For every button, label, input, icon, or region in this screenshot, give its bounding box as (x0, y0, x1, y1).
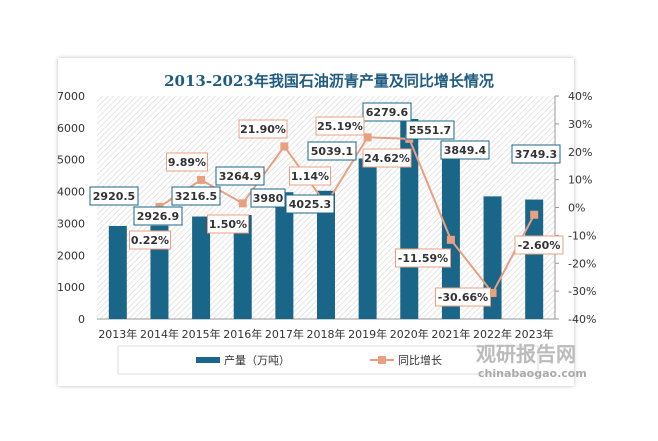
growth-marker (363, 133, 372, 142)
watermark: 观研报告网 chinabaogao.com (476, 338, 587, 380)
legend-line-label: 同比增长 (398, 353, 442, 367)
watermark-url: chinabaogao.com (478, 367, 587, 380)
bar-data-label: 2920.5 (93, 190, 135, 203)
y2-tick-label: 10% (568, 174, 592, 187)
x-tick-label: 2020年 (390, 327, 429, 341)
x-tick-label: 2018年 (307, 327, 346, 341)
bar (441, 142, 460, 319)
bar-data-label: 5551.7 (409, 124, 451, 137)
growth-data-label: 0.22% (131, 234, 169, 247)
bar-data-label-box (511, 144, 561, 164)
x-tick-label: 2019年 (348, 327, 387, 341)
growth-data-label-box (395, 248, 451, 268)
growth-data-label: 24.62% (364, 152, 410, 165)
bar-data-label-box (215, 166, 265, 186)
growth-data-label-box (129, 230, 171, 250)
bar-data-label: 3749.3 (515, 148, 557, 161)
bar-data-label-box (285, 194, 335, 214)
x-tick-label: 2015年 (182, 327, 221, 341)
bar-data-label: 3980 (253, 192, 284, 205)
x-tick-label: 2022年 (473, 327, 512, 341)
bar (275, 192, 294, 319)
bar-data-label-box (250, 188, 286, 208)
bar (233, 214, 252, 319)
x-tick-label: 2017年 (265, 327, 304, 341)
growth-data-label: -2.60% (518, 239, 561, 252)
growth-data-label: 21.90% (240, 123, 286, 136)
growth-marker (488, 288, 497, 297)
y-tick-label: 3000 (57, 217, 85, 230)
growth-data-label-box (362, 148, 412, 168)
legend (117, 345, 539, 375)
bar (400, 118, 419, 319)
y2-tick-label: -20% (568, 257, 596, 270)
y2-tick-label: 40% (568, 90, 592, 103)
chart-title: 2013-2023年我国石油沥青产量及同比增长情况 (164, 72, 494, 90)
bar-data-label-box (89, 186, 139, 206)
y2-tick-label: -40% (568, 313, 596, 326)
growth-marker (238, 199, 247, 208)
x-tick-label: 2014年 (140, 327, 179, 341)
growth-data-label-box (166, 152, 208, 172)
growth-data-label-box (289, 166, 331, 186)
bar-data-label: 3849.4 (444, 144, 487, 157)
growth-line (158, 136, 536, 295)
bar-data-label: 6279.6 (366, 106, 409, 119)
y-tick-label: 6000 (57, 122, 85, 135)
legend-bar-swatch (196, 357, 220, 363)
growth-data-label-box (435, 287, 491, 307)
y2-tick-label: 30% (568, 118, 592, 131)
growth-data-label-box (514, 235, 564, 255)
bar-data-label-box (362, 102, 412, 122)
bar-data-label: 3216.5 (175, 190, 217, 203)
x-tick-label: 2021年 (431, 327, 470, 341)
bar-data-label: 4025.3 (289, 198, 331, 211)
growth-marker (280, 142, 289, 151)
growth-data-label: 25.19% (317, 120, 363, 133)
y2-tick-label: 20% (568, 146, 592, 159)
bar-data-label: 2926.9 (137, 210, 179, 223)
bar-data-label-box (171, 186, 221, 206)
bar (525, 199, 544, 319)
x-tick-label: 2023年 (515, 327, 554, 341)
legend-bar-label: 产量（万吨） (224, 353, 290, 367)
y-tick-label: 0 (78, 313, 85, 326)
growth-data-label-box (315, 116, 365, 136)
growth-data-label: 9.89% (168, 156, 206, 169)
growth-marker (446, 235, 455, 244)
growth-data-label: 1.14% (291, 170, 329, 183)
growth-data-label: -30.66% (438, 291, 488, 304)
growth-marker (197, 175, 206, 184)
bar (317, 190, 335, 319)
legend-line-marker (378, 356, 386, 364)
y-tick-label: 1000 (57, 281, 85, 294)
growth-marker (530, 210, 539, 219)
y2-tick-label: -10% (568, 229, 596, 242)
growth-data-label: -11.59% (398, 252, 448, 265)
growth-data-label-box (207, 214, 249, 234)
x-tick-label: 2016年 (223, 327, 262, 341)
y-tick-label: 7000 (57, 90, 85, 103)
y-tick-label: 4000 (57, 186, 85, 199)
bar-data-label-box (405, 120, 455, 140)
y2-tick-label: -30% (568, 285, 596, 298)
watermark-name: 观研报告网 (476, 342, 576, 366)
y-tick-label: 2000 (57, 249, 85, 262)
y-tick-label: 5000 (57, 154, 85, 167)
bar-data-label: 5039.1 (311, 145, 353, 158)
bar-data-label-box (133, 206, 183, 226)
bar-data-label-box (307, 141, 357, 161)
growth-data-label-box (238, 119, 288, 139)
growth-data-label: 1.50% (209, 218, 247, 231)
bar (108, 225, 127, 319)
bar (358, 158, 377, 319)
bar-data-label: 3264.9 (219, 170, 261, 183)
bar (192, 216, 211, 319)
x-tick-label: 2013年 (98, 327, 137, 341)
bar-data-label-box (440, 140, 490, 160)
y2-tick-label: 0% (568, 202, 585, 215)
